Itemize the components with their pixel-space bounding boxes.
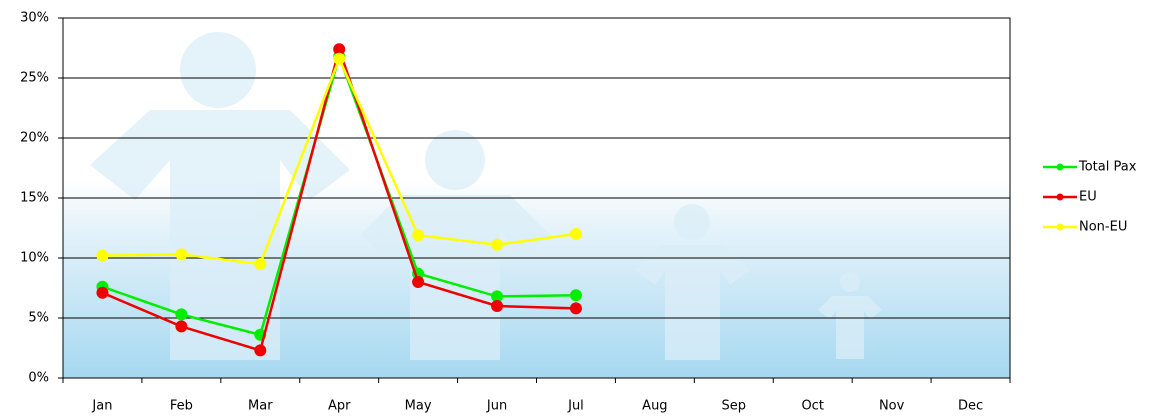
- x-tick-label: May: [405, 399, 432, 414]
- data-point: [96, 287, 108, 299]
- legend-label: Total Pax: [1078, 160, 1137, 175]
- x-tick-label: Jan: [91, 399, 112, 414]
- legend-label: Non-EU: [1079, 220, 1127, 235]
- data-point: [570, 289, 582, 301]
- data-point: [570, 302, 582, 314]
- data-point: [254, 258, 266, 270]
- data-point: [96, 250, 108, 262]
- data-point: [175, 308, 187, 320]
- x-tick-label: Dec: [958, 399, 983, 414]
- y-tick-label: 10%: [20, 251, 49, 266]
- y-tick-label: 30%: [20, 11, 49, 26]
- chart: 0% 5% 10% 15% 20% 25% 30% Jan Feb Mar Apr May Jun Jul…: [0, 0, 1165, 417]
- y-tick-label: 20%: [20, 131, 49, 146]
- legend-swatch-marker: [1057, 164, 1064, 171]
- data-point: [491, 239, 503, 251]
- data-point: [412, 229, 424, 241]
- x-tick-label: Feb: [170, 399, 193, 414]
- data-point: [491, 300, 503, 312]
- x-tick-label: Mar: [248, 399, 273, 414]
- data-point: [412, 276, 424, 288]
- x-tick-label: Apr: [328, 399, 351, 414]
- legend-swatch-marker: [1057, 194, 1064, 201]
- y-tick-label: 5%: [28, 311, 49, 326]
- x-tick-label: Jun: [486, 399, 507, 414]
- x-tick-label: Sep: [722, 399, 747, 414]
- data-point: [570, 228, 582, 240]
- y-tick-label: 15%: [20, 191, 49, 206]
- legend-label: EU: [1079, 190, 1097, 205]
- x-tick-label: Aug: [642, 399, 667, 414]
- y-tick-label: 0%: [28, 371, 49, 386]
- data-point: [175, 248, 187, 260]
- x-tick-label: Jul: [567, 399, 584, 414]
- data-point: [254, 344, 266, 356]
- data-point: [333, 53, 345, 65]
- y-tick-label: 25%: [20, 71, 49, 86]
- x-tick-label: Nov: [879, 399, 905, 414]
- legend-swatch-marker: [1057, 224, 1064, 231]
- data-point: [175, 320, 187, 332]
- x-tick-label: Oct: [801, 399, 823, 414]
